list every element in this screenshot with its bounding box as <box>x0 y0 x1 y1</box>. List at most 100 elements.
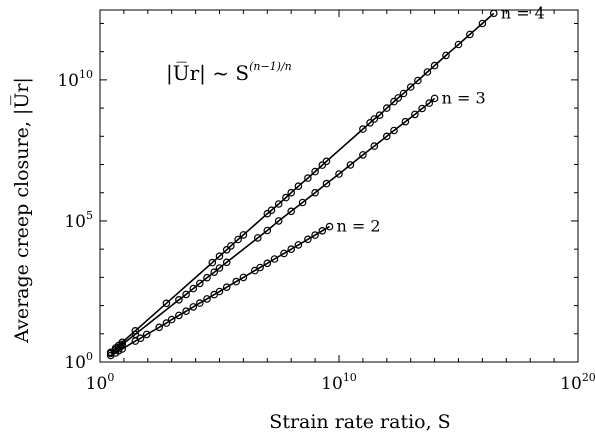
data-point <box>182 307 190 316</box>
y-axis-label-text: Average creep closure, |U̅r| <box>11 77 33 344</box>
data-point <box>322 179 331 188</box>
y-tick-label: 105 <box>64 209 93 232</box>
axis-ticks <box>99 10 579 363</box>
data-point <box>196 279 204 288</box>
data-point <box>167 315 176 324</box>
y-tick-label: 1010 <box>57 68 93 91</box>
data-point <box>239 273 248 282</box>
data-point <box>175 295 183 304</box>
data-point <box>287 207 296 216</box>
data-point <box>346 161 355 169</box>
data-point <box>423 68 432 76</box>
data-point <box>359 125 367 133</box>
data-point <box>418 104 426 113</box>
data-point <box>189 284 198 293</box>
data-point <box>382 104 391 112</box>
data-point <box>208 258 217 267</box>
data-point <box>136 334 145 343</box>
series-group: n = 2 n = 3 n = 4 <box>106 3 545 360</box>
data-point <box>406 83 415 91</box>
data-point <box>430 94 439 103</box>
data-point <box>394 94 403 102</box>
data-point <box>222 283 231 292</box>
series-label: n = 4 <box>501 3 545 22</box>
x-tick-label: 1020 <box>560 371 595 394</box>
data-point <box>335 170 343 178</box>
data-point <box>318 161 327 169</box>
data-point <box>304 235 312 244</box>
scaling-annotation: |U̅r| ~ S(n−1)/n <box>166 60 292 86</box>
data-point <box>454 40 463 49</box>
x-axis-label-text: Strain rate ratio, S <box>269 411 450 433</box>
data-point <box>370 115 379 123</box>
data-point <box>203 273 211 282</box>
data-point <box>162 299 171 308</box>
y-axis-label: Average creep closure, |U̅r| <box>11 77 33 344</box>
series-2: n = 3 <box>106 88 486 358</box>
data-point <box>189 303 198 311</box>
data-point <box>411 110 419 119</box>
data-point <box>318 227 327 235</box>
x-tick-label: 100 <box>86 371 115 394</box>
series-label: n = 2 <box>337 217 381 236</box>
data-point <box>359 151 367 159</box>
data-point <box>239 231 248 239</box>
data-point <box>390 126 398 135</box>
data-point <box>142 330 151 339</box>
data-point <box>401 117 410 126</box>
y-tick-label: 100 <box>64 350 93 373</box>
series-line <box>110 97 436 355</box>
x-tick-label: 1010 <box>321 371 357 394</box>
series-line <box>110 225 330 357</box>
data-point <box>118 338 127 347</box>
data-point <box>106 348 115 357</box>
data-point <box>222 258 231 267</box>
data-point <box>263 226 272 235</box>
data-point <box>399 89 408 98</box>
data-point <box>270 255 279 263</box>
data-point <box>267 206 276 215</box>
x-axis-label: Strain rate ratio, S <box>269 411 450 433</box>
data-point <box>414 76 422 85</box>
data-point <box>294 241 303 249</box>
data-point <box>322 157 331 166</box>
data-point <box>304 174 312 182</box>
data-point <box>253 234 262 242</box>
data-point <box>466 30 474 39</box>
data-point <box>222 246 231 254</box>
data-point <box>162 319 171 327</box>
data-point <box>298 198 307 207</box>
data-point <box>425 99 434 107</box>
data-point <box>311 231 319 239</box>
data-point <box>234 235 242 244</box>
data-point <box>311 167 319 176</box>
data-point <box>489 9 498 18</box>
tick-labels: 100 1010 1020 100 105 1010 <box>57 68 595 394</box>
series-label: n = 3 <box>442 88 486 107</box>
data-point <box>430 61 439 70</box>
scaling-law-lhs: |U̅r| ~ S <box>166 60 249 86</box>
scaling-law-exponent: (n−1)/n <box>249 60 292 73</box>
data-point <box>382 132 391 141</box>
data-point <box>131 326 140 335</box>
data-point <box>256 263 264 272</box>
data-point <box>442 51 450 60</box>
data-point <box>196 299 204 307</box>
data-point <box>280 249 288 258</box>
data-point <box>325 222 334 231</box>
data-point <box>390 97 398 106</box>
data-point <box>175 311 183 320</box>
data-point <box>215 287 224 296</box>
data-point <box>227 242 235 250</box>
data-point <box>375 111 384 120</box>
data-point <box>215 252 224 261</box>
data-point <box>155 323 164 332</box>
data-point <box>263 259 272 268</box>
data-point <box>294 182 303 191</box>
data-point <box>203 295 211 303</box>
data-point <box>287 188 296 197</box>
data-point <box>274 200 283 208</box>
